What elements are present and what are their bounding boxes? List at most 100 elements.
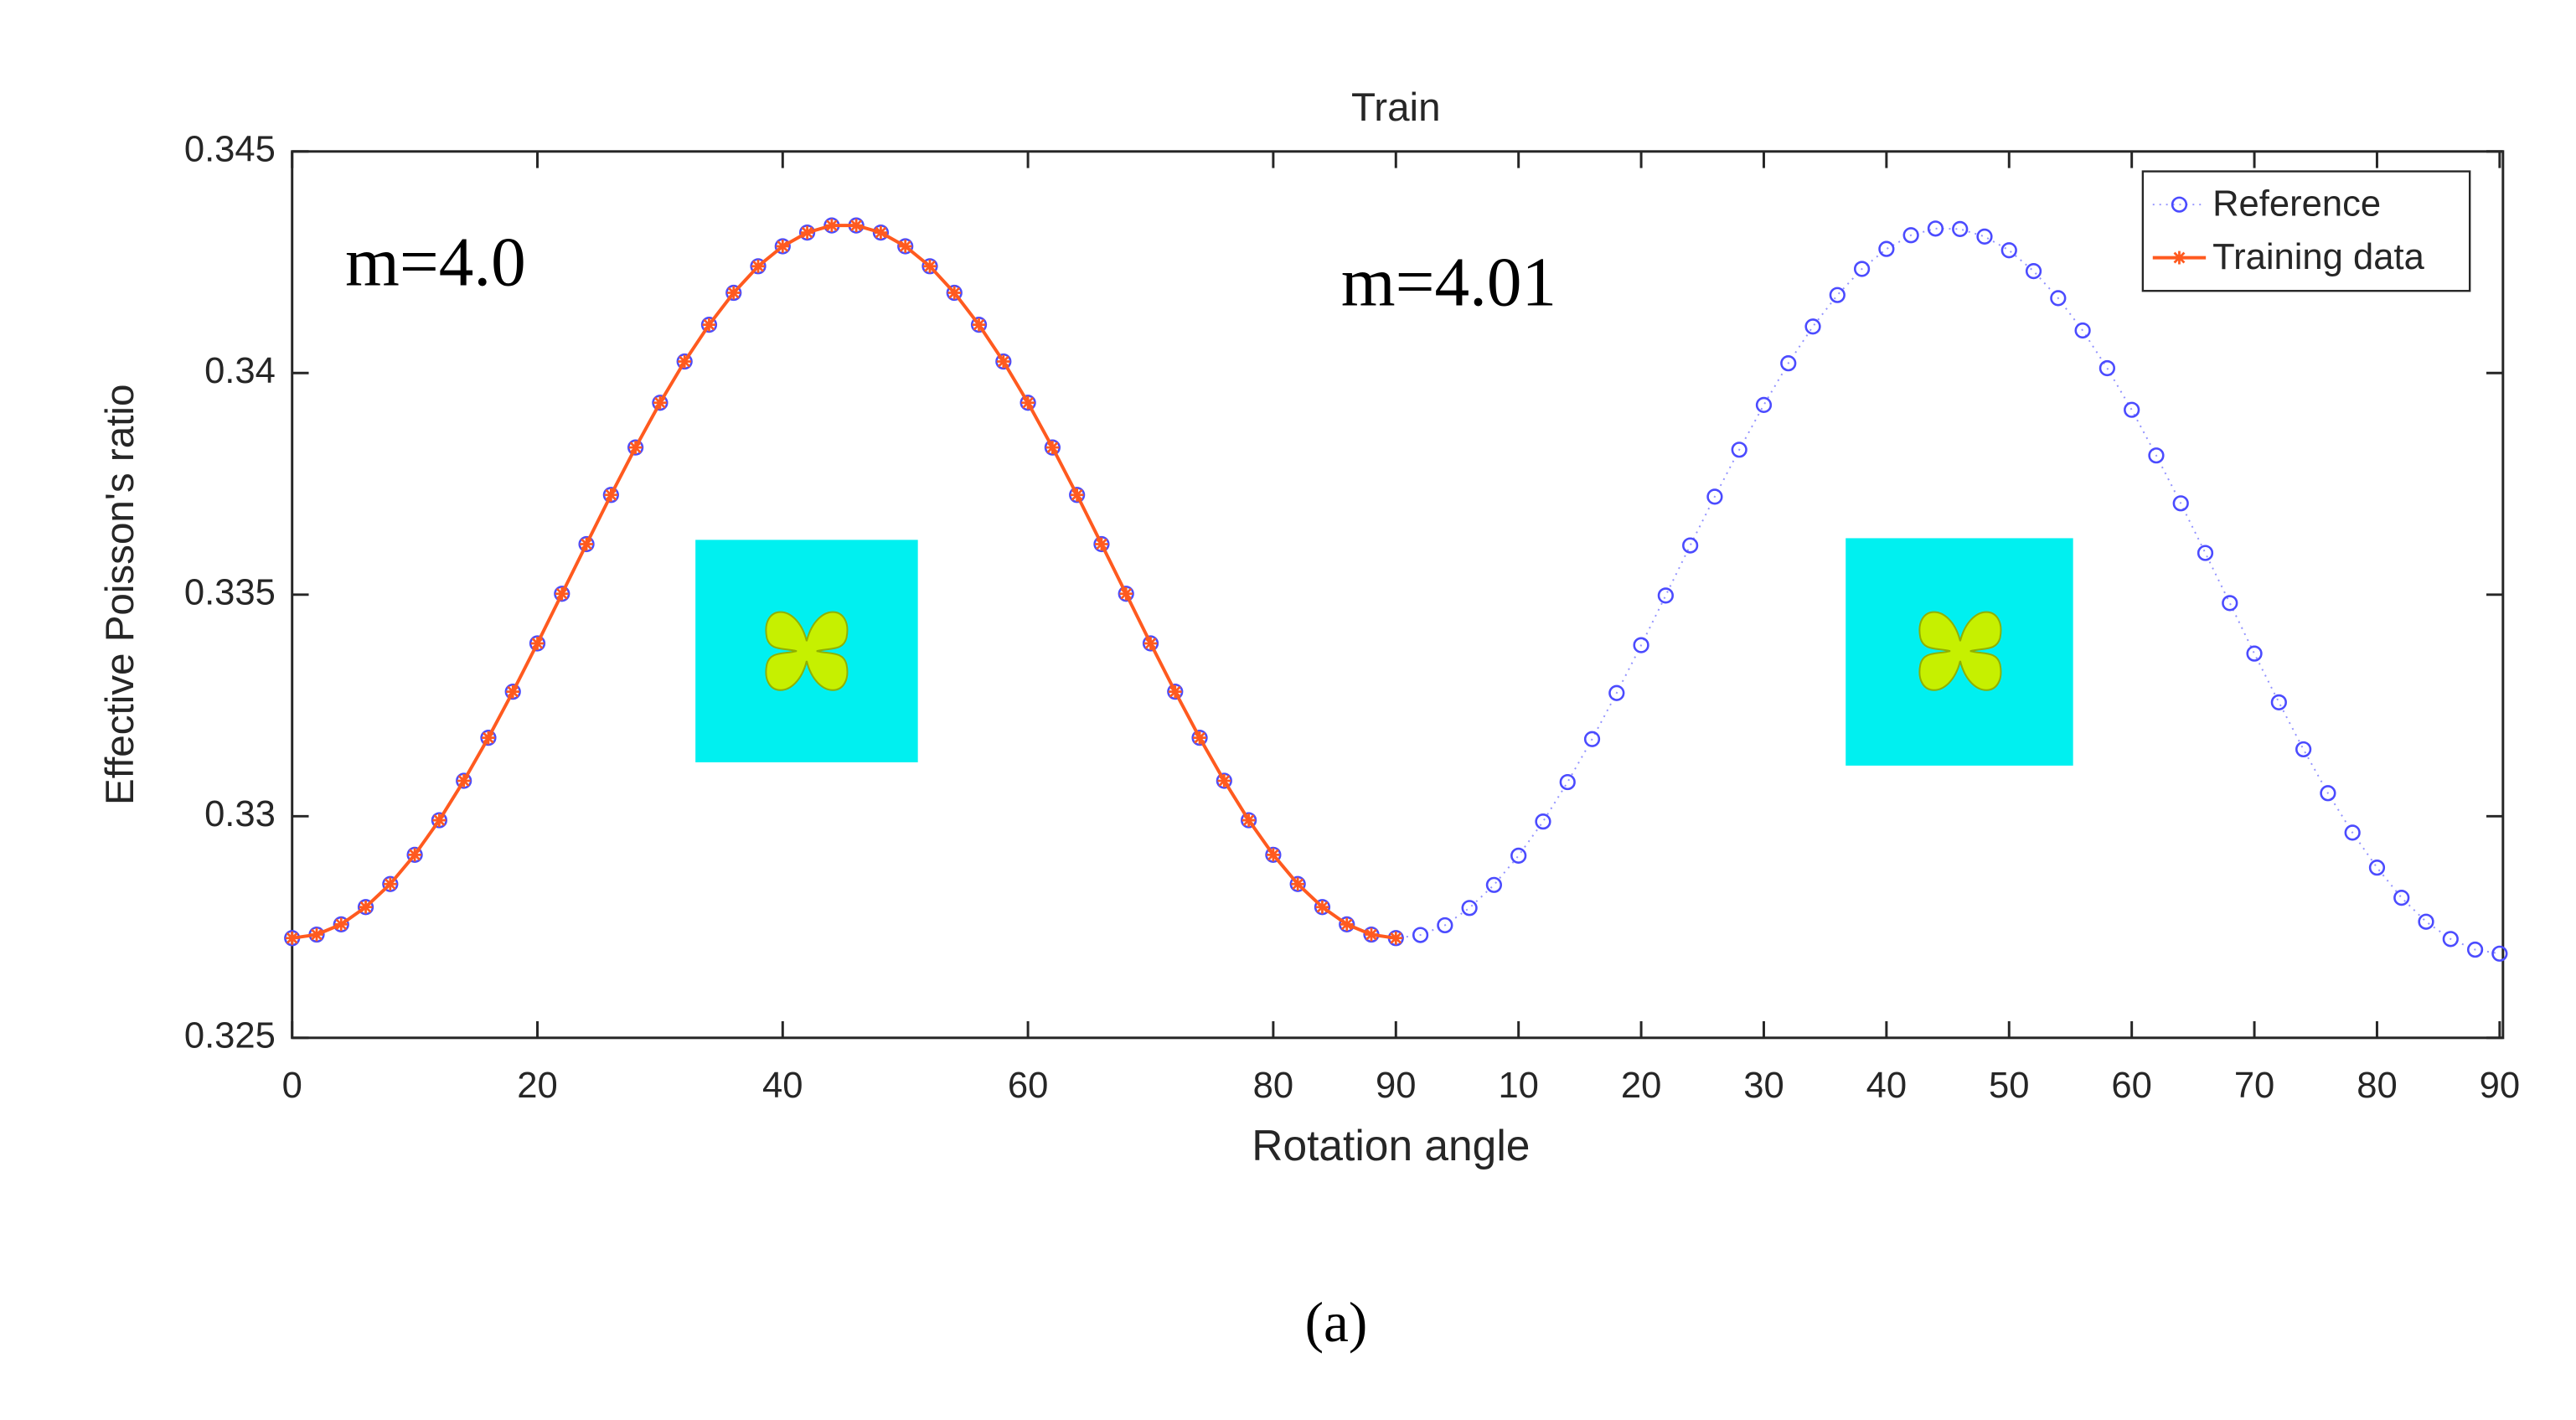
annotation: m=4.01	[1341, 243, 1556, 320]
data-point	[898, 240, 912, 253]
y-tick-label: 0.335	[184, 572, 276, 612]
y-tick-label: 0.325	[184, 1015, 276, 1056]
data-point	[1633, 637, 1649, 653]
y-tick-label: 0.33	[204, 794, 276, 834]
data-point	[1927, 220, 1944, 237]
x-tick-label: 70	[2234, 1066, 2274, 1106]
data-point	[1878, 240, 1895, 257]
data-point	[947, 286, 962, 300]
data-point	[1976, 228, 1993, 245]
legend: Reference Training data	[2141, 170, 2471, 292]
data-point	[1266, 848, 1280, 862]
data-point	[1389, 931, 1403, 945]
data-point	[1069, 487, 1086, 503]
data-point	[1853, 261, 1871, 277]
x-axis-label: Rotation angle	[1252, 1121, 1530, 1170]
data-point	[1291, 877, 1305, 891]
data-point	[1559, 773, 1576, 791]
data-point	[1339, 916, 1355, 932]
data-point	[602, 487, 619, 503]
x-tick-label: 40	[1866, 1066, 1907, 1106]
legend-label: Reference	[2212, 184, 2381, 225]
data-point	[529, 635, 546, 652]
data-point	[824, 219, 839, 233]
data-point	[1780, 355, 1797, 372]
data-point	[750, 258, 767, 275]
data-point	[995, 353, 1012, 370]
data-point	[923, 259, 937, 273]
data-point	[725, 284, 742, 302]
data-point	[2393, 890, 2410, 906]
data-point	[751, 259, 765, 273]
data-point	[970, 317, 988, 333]
data-point	[432, 813, 447, 827]
data-point	[2172, 495, 2189, 512]
data-point	[628, 441, 643, 455]
data-point	[1044, 439, 1061, 456]
chart-title: Train	[1351, 85, 1441, 130]
inset-shape	[695, 540, 918, 762]
data-point	[2000, 242, 2017, 259]
data-point	[1193, 731, 1206, 745]
data-point	[2074, 322, 2091, 339]
data-point	[1829, 287, 1846, 303]
data-point	[408, 848, 422, 862]
legend-marker	[2171, 196, 2188, 213]
x-tick-label: 50	[1989, 1066, 2029, 1106]
data-point	[1289, 875, 1306, 892]
data-point	[2418, 913, 2434, 930]
data-point	[800, 225, 814, 240]
data-point	[578, 535, 595, 553]
data-point	[1021, 395, 1035, 410]
data-point	[310, 927, 323, 942]
data-point	[604, 488, 618, 502]
legend-label: Training data	[2212, 237, 2425, 277]
data-point	[1365, 927, 1378, 942]
data-point	[1755, 396, 1773, 413]
data-point	[506, 684, 520, 699]
data-point	[798, 224, 816, 241]
data-point	[580, 537, 593, 551]
data-point	[627, 439, 644, 456]
data-point	[1535, 813, 1551, 830]
data-point	[1020, 395, 1036, 411]
annotation: m=4.0	[345, 224, 526, 301]
data-point	[897, 238, 914, 255]
data-point	[382, 875, 399, 892]
data-point	[2344, 824, 2361, 841]
x-tick-label: 20	[1621, 1066, 1661, 1106]
data-point	[872, 224, 890, 241]
data-point	[702, 318, 716, 332]
y-tick-label: 0.345	[184, 129, 276, 169]
data-point	[1902, 227, 1919, 244]
data-point	[1510, 847, 1527, 864]
data-point	[2222, 595, 2238, 612]
data-point	[1583, 731, 1601, 747]
data-point	[2320, 785, 2336, 802]
data-point	[972, 318, 986, 332]
data-point	[1682, 537, 1699, 554]
caption: (a)	[1305, 1291, 1368, 1354]
data-point	[2025, 263, 2042, 280]
data-point	[676, 353, 693, 370]
data-point	[1706, 488, 1723, 505]
data-point	[1119, 586, 1133, 601]
data-point	[480, 730, 497, 746]
data-point	[504, 684, 521, 700]
data-point	[530, 637, 545, 650]
data-point	[2098, 359, 2115, 377]
data-point	[874, 225, 888, 240]
data-point	[2368, 860, 2386, 876]
data-point	[457, 774, 471, 787]
x-tick-label: 0	[282, 1066, 302, 1106]
data-point	[334, 917, 348, 932]
y-axis-label: Effective Poisson's ratio	[98, 385, 142, 805]
data-point	[996, 354, 1010, 369]
data-point	[1095, 537, 1108, 551]
legend-box	[2141, 170, 2471, 292]
data-point	[1143, 637, 1158, 650]
series-line	[292, 224, 1396, 940]
data-point	[2491, 945, 2508, 962]
data-point	[431, 812, 447, 829]
data-point	[1167, 684, 1184, 700]
